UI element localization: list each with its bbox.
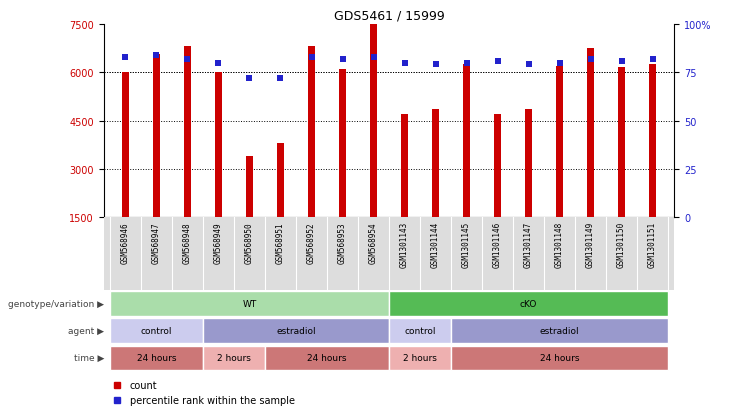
Text: GSM568950: GSM568950 (245, 221, 254, 263)
Bar (110, 346, 203, 370)
Text: GSM568951: GSM568951 (276, 221, 285, 263)
Bar (432, 110, 439, 218)
Text: GSM568947: GSM568947 (152, 221, 161, 263)
Bar (494, 115, 502, 218)
Bar (153, 104, 160, 266)
Text: GSM568954: GSM568954 (369, 221, 378, 263)
Bar (215, 73, 222, 218)
Legend: count, percentile rank within the sample: count, percentile rank within the sample (109, 376, 299, 409)
Text: GSM1301145: GSM1301145 (462, 221, 471, 268)
Point (305, 54, 317, 61)
Text: cKO: cKO (520, 299, 537, 308)
Text: GSM1301143: GSM1301143 (400, 221, 409, 268)
Bar (276, 192, 285, 266)
Bar (648, 113, 657, 266)
Text: genotype/variation ▶: genotype/variation ▶ (8, 299, 104, 308)
Bar (432, 158, 439, 266)
Bar (203, 319, 389, 343)
Point (244, 76, 256, 82)
Bar (308, 95, 316, 266)
Point (150, 52, 162, 59)
Point (616, 58, 628, 65)
Bar (339, 70, 346, 218)
Bar (618, 116, 625, 266)
Bar (648, 65, 657, 218)
Point (585, 56, 597, 63)
Bar (308, 47, 316, 218)
Text: agent ▶: agent ▶ (68, 326, 104, 335)
Text: GSM1301144: GSM1301144 (431, 221, 440, 268)
Bar (389, 319, 451, 343)
Text: GSM568952: GSM568952 (307, 221, 316, 263)
Bar (370, 0, 377, 218)
Point (461, 60, 473, 66)
Point (119, 54, 131, 61)
Text: GSM568946: GSM568946 (121, 221, 130, 263)
Bar (184, 95, 191, 266)
Text: GSM1301151: GSM1301151 (648, 221, 657, 268)
Bar (245, 157, 253, 218)
Text: 24 hours: 24 hours (540, 354, 579, 363)
Text: GSM1301150: GSM1301150 (617, 221, 626, 268)
Bar (401, 115, 408, 218)
Text: GSM1301147: GSM1301147 (524, 221, 533, 268)
Bar (215, 121, 222, 266)
Text: estradiol: estradiol (539, 326, 579, 335)
Bar (525, 158, 533, 266)
Point (275, 76, 287, 82)
Bar (618, 68, 625, 218)
Bar (401, 163, 408, 266)
Bar (370, 38, 377, 266)
Text: 24 hours: 24 hours (136, 354, 176, 363)
Text: 24 hours: 24 hours (308, 354, 347, 363)
Point (554, 60, 565, 66)
Text: GSM568953: GSM568953 (338, 221, 347, 263)
Bar (389, 292, 668, 316)
Bar (153, 55, 160, 218)
Bar (339, 118, 346, 266)
Text: 2 hours: 2 hours (217, 354, 251, 363)
Bar (462, 65, 471, 218)
Text: GSM1301146: GSM1301146 (493, 221, 502, 268)
Bar (203, 346, 265, 370)
Point (399, 60, 411, 66)
Bar (462, 113, 471, 266)
Text: GSM1301148: GSM1301148 (555, 221, 564, 268)
Bar (587, 49, 594, 218)
Point (647, 56, 659, 63)
Bar (389, 346, 451, 370)
Bar (276, 144, 285, 218)
Point (182, 56, 193, 63)
Text: WT: WT (242, 299, 256, 308)
Bar (525, 110, 533, 218)
Bar (556, 115, 563, 266)
Bar (265, 346, 389, 370)
Bar (110, 292, 389, 316)
Text: GSM1301149: GSM1301149 (586, 221, 595, 268)
Bar (451, 346, 668, 370)
Text: 2 hours: 2 hours (403, 354, 437, 363)
Text: control: control (405, 326, 436, 335)
Point (430, 62, 442, 69)
Bar (110, 319, 203, 343)
Text: time ▶: time ▶ (74, 354, 104, 363)
Bar (122, 73, 130, 218)
Text: estradiol: estradiol (276, 326, 316, 335)
Bar (451, 319, 668, 343)
Text: GSM568949: GSM568949 (214, 221, 223, 263)
Bar (245, 205, 253, 266)
Bar (494, 163, 502, 266)
Point (213, 60, 225, 66)
Point (336, 56, 348, 63)
Point (368, 54, 379, 61)
Text: control: control (141, 326, 172, 335)
Bar (122, 121, 130, 266)
Bar (556, 66, 563, 218)
Title: GDS5461 / 15999: GDS5461 / 15999 (333, 9, 445, 22)
Bar (184, 47, 191, 218)
Point (522, 62, 534, 69)
Bar (587, 97, 594, 266)
Text: GSM568948: GSM568948 (183, 221, 192, 263)
Point (491, 58, 503, 65)
